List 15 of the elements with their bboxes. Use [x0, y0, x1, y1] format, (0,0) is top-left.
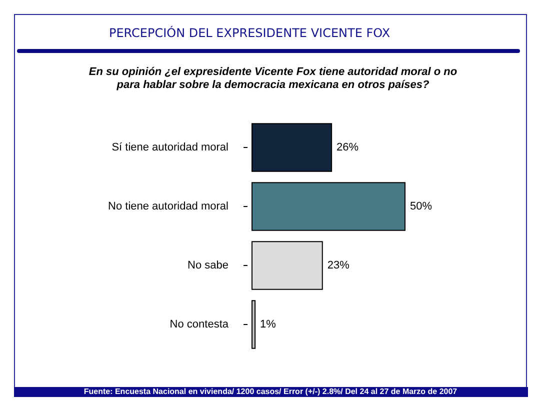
- data-label: 1%: [260, 318, 276, 330]
- y-tick-label: No contesta: [170, 318, 230, 330]
- source-note: Fuente: Encuesta Nacional en vivienda/ 1200 casos/ Error (+/-) 2.8%/ Del 24 al 27 de Marzo de 2007: [84, 387, 458, 396]
- chart-subtitle: En su opinión ¿el expresidente Vicente Fox tiene autoridad moral o no para hablar sobre la democracia mexicana en otros países?: [88, 66, 458, 91]
- y-tick-label: Sí tiene autoridad moral: [112, 142, 228, 154]
- bar: [252, 182, 406, 231]
- data-label: 23%: [327, 260, 350, 272]
- bar: [252, 241, 323, 290]
- bar: [252, 300, 256, 349]
- data-label: 26%: [336, 142, 359, 154]
- bar: [252, 123, 332, 172]
- data-label: 50%: [410, 200, 432, 212]
- chart-title: PERCEPCIÓN DEL EXPRESIDENTE VICENTE FOX: [108, 25, 390, 40]
- y-tick-label: No tiene autoridad moral: [108, 200, 228, 212]
- y-tick-label: No sabe: [188, 260, 228, 272]
